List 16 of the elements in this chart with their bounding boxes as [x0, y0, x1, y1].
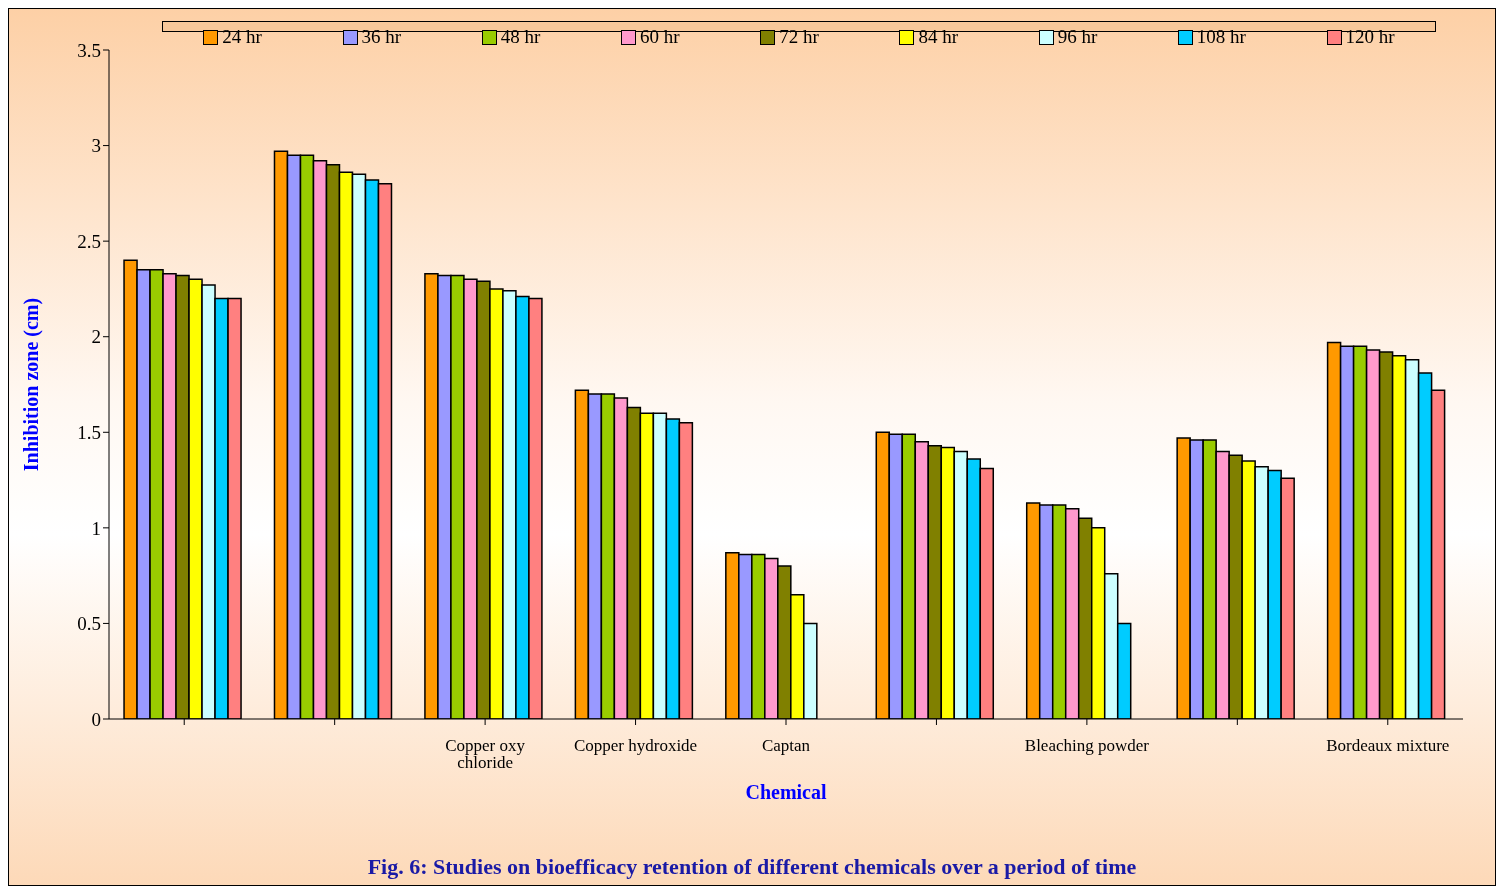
x-axis-title: Chemical: [745, 781, 827, 803]
x-tick-label: Copper oxy chloride: [445, 736, 526, 773]
text: Fig. 6: Studies on bioefficacy retention of different chemicals over a period of time: [366, 854, 1138, 880]
y-tick-label: 0.5: [77, 613, 101, 635]
x-tick-label: Copper hydroxide: [573, 736, 698, 756]
y-tick-label: 0: [91, 708, 101, 730]
y-tick-label: 1.5: [77, 422, 101, 444]
y-tick-label: 3.5: [77, 39, 101, 61]
y-tick-label: 2: [91, 326, 101, 348]
x-tick-label: Captan: [761, 736, 811, 756]
y-axis-title: Inhibition zone (cm): [20, 297, 44, 472]
y-tick-label: 2.5: [77, 230, 101, 252]
y-tick-label: 3: [91, 135, 101, 157]
x-tick-label: Bordeaux mixture: [1326, 736, 1450, 756]
x-tick-label: Bleaching powder: [1024, 736, 1150, 756]
y-tick-label: 1: [91, 517, 101, 539]
